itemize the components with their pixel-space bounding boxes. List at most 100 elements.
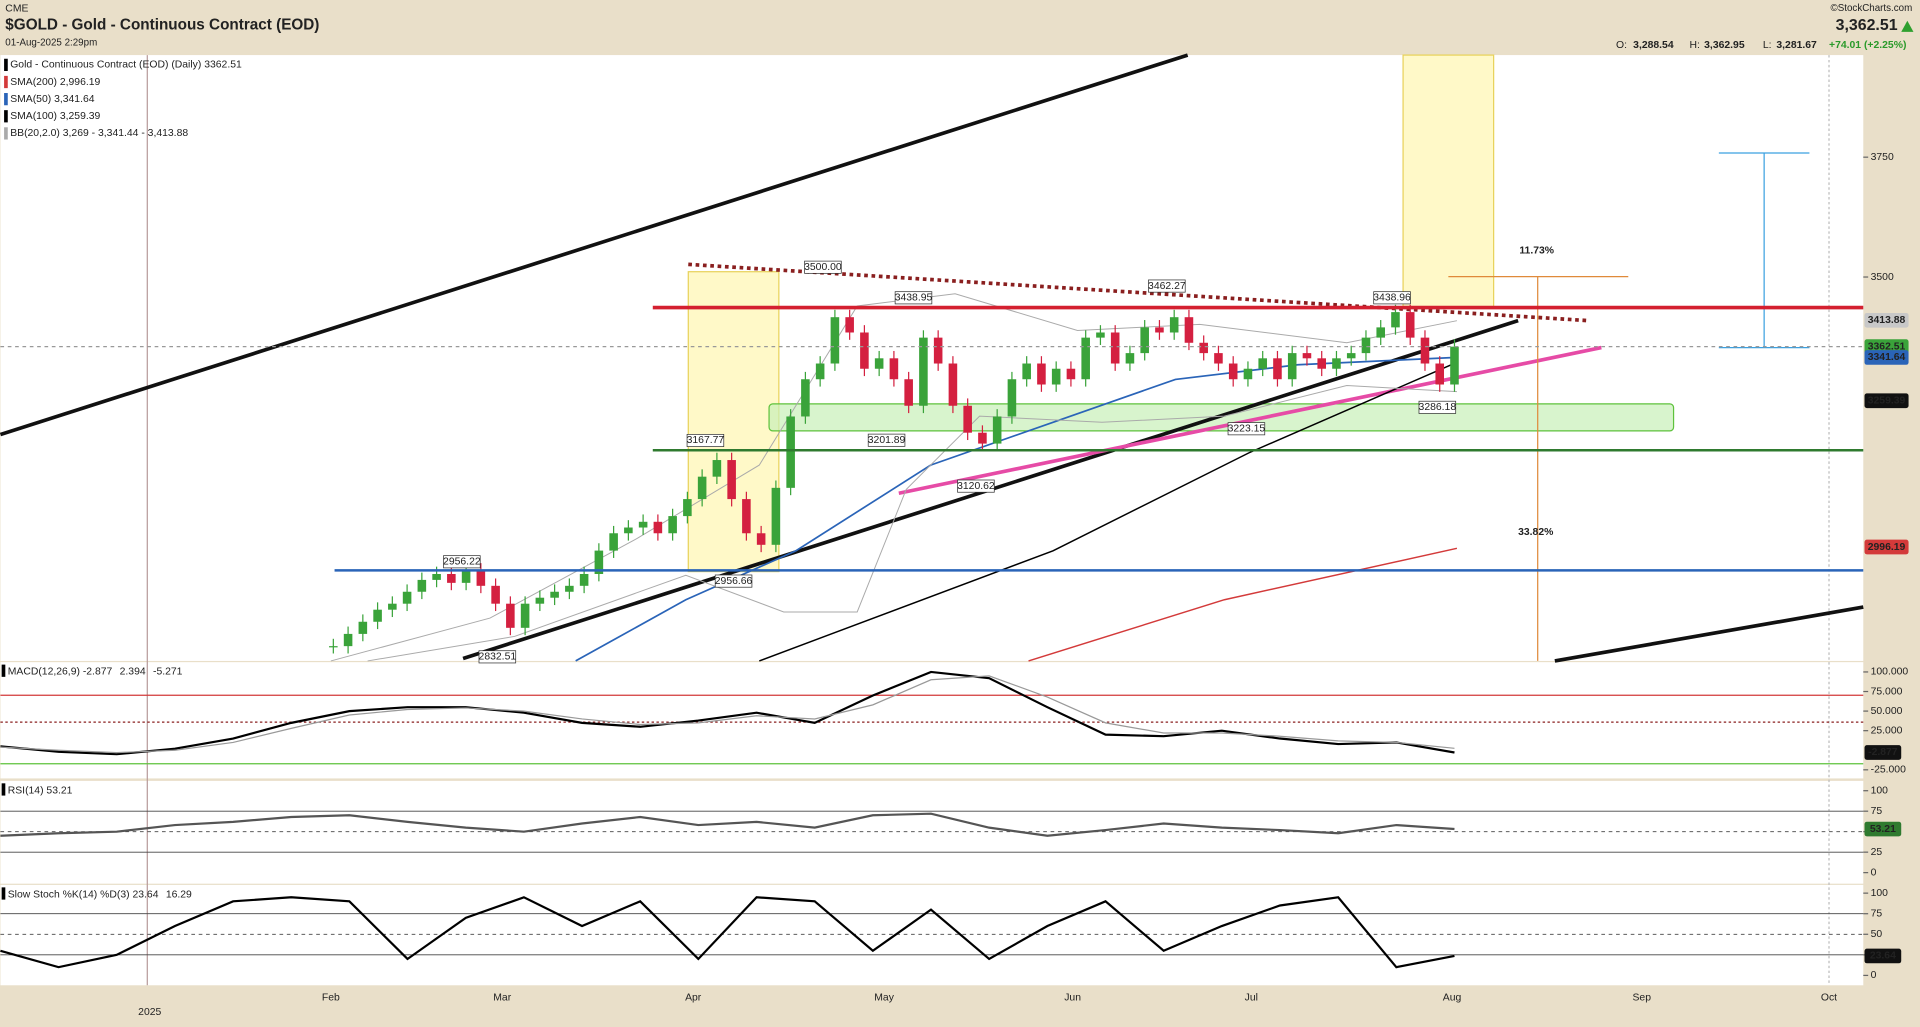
candle-body [1022, 363, 1031, 380]
indicator-line [0, 670, 1455, 756]
y-tick-label: 25 [1871, 847, 1883, 858]
price-label-box [1864, 312, 1909, 328]
annotation-label: 2956.22 [443, 557, 481, 568]
sma-100 [759, 361, 1458, 662]
candle-body [461, 570, 471, 583]
candle-body [594, 550, 604, 574]
indicator-line [0, 675, 1455, 754]
x-tick-label: Aug [1443, 992, 1462, 1003]
exchange: CME [5, 3, 28, 14]
rsi-panel [0, 780, 1864, 884]
y-tick-label: 100.000 [1871, 667, 1909, 678]
candle-body [432, 573, 441, 580]
candle-body [1317, 358, 1326, 369]
panel-title-box [1, 664, 6, 677]
legend-swatch [4, 75, 8, 89]
candle-body [373, 609, 382, 622]
candle-body [992, 416, 1002, 444]
ohlc-value: 3,288.54 [1633, 40, 1674, 51]
candle-body [1287, 353, 1297, 380]
highlight-box [687, 271, 780, 573]
x-tick-label: Oct [1821, 992, 1837, 1003]
panel-title: MACD(12,26,9) -2.877 [8, 667, 113, 678]
price-label: 3413.88 [1868, 315, 1906, 326]
x-tick-label: May [874, 992, 894, 1003]
candle-body [830, 317, 840, 364]
candle-body [1243, 368, 1253, 380]
candle-body [963, 405, 972, 433]
candle-body [1228, 363, 1238, 380]
candle-body [948, 363, 958, 406]
candle-body [683, 499, 692, 517]
candle-body [1258, 358, 1267, 369]
candle-body [1435, 363, 1445, 385]
price-label: 3259.39 [1868, 395, 1906, 406]
candle-body [727, 460, 736, 500]
candle-body [1376, 327, 1386, 338]
macd-panel [0, 662, 1864, 779]
panel-value: 2.394 [120, 667, 146, 678]
y-tick-label: 100 [1871, 888, 1889, 899]
candle-body [447, 573, 456, 583]
x-tick-label: 2025 [138, 1007, 161, 1018]
candle-body [742, 499, 751, 534]
value-label-box [1864, 821, 1902, 837]
candle-body [506, 603, 515, 628]
candle-body [653, 521, 663, 534]
annotation-label: 3167.77 [687, 435, 725, 446]
candle-body [1140, 327, 1149, 354]
annotation-box [478, 650, 517, 664]
y-tick-label: 0 [1871, 970, 1877, 981]
legend-entry: SMA(200) 2,996.19 [10, 77, 100, 88]
panel-value: -5.271 [153, 667, 183, 678]
trend-line [1554, 605, 1864, 663]
annotation-label: 3120.62 [957, 481, 995, 492]
plot: 2025 Feb Mar Apr May Jun Jul Aug Sep Oct 3500 3750 3… [0, 58, 1909, 1018]
last-price: 3,362.51 [1836, 17, 1898, 34]
price-label-box [1864, 393, 1909, 409]
y-tick-label: 50.000 [1871, 706, 1903, 717]
candle-body [343, 633, 353, 647]
resistance-line [688, 262, 1590, 323]
x-tick-label: Jun [1064, 992, 1081, 1003]
candle-body [624, 527, 633, 534]
annotation-box [957, 479, 995, 493]
value-label: 23.64 [1870, 951, 1896, 962]
y-tick-label: 75.000 [1871, 686, 1903, 697]
legend-swatch [4, 93, 8, 106]
annotation-label: 3438.95 [895, 293, 933, 304]
y-tick-label: 3750 [1871, 152, 1894, 163]
x-tick-label: Feb [322, 992, 340, 1003]
y-tick-label: 75 [1871, 908, 1883, 919]
y-tick-label: -25.000 [1871, 765, 1906, 776]
annotation-box [1418, 400, 1457, 414]
y-tick-label: 25.000 [1871, 725, 1903, 736]
candle-body [388, 603, 397, 610]
panel-title: Slow Stoch %K(14) %D(3) 23.64 [8, 889, 159, 900]
x-tick-label: Apr [685, 992, 702, 1003]
legend-entry: SMA(50) 3,341.64 [10, 94, 95, 105]
candle-body [491, 585, 500, 604]
panel-title-box [1, 783, 6, 796]
candle-body [550, 591, 559, 598]
ohlc-key: O: [1616, 40, 1627, 51]
candle-body [756, 533, 766, 545]
annotation-box [804, 260, 842, 274]
candle-body [1332, 358, 1341, 369]
annotation-box [894, 291, 933, 305]
candle-body [801, 379, 810, 417]
ohlc-value: 3,281.67 [1776, 40, 1817, 51]
y-tick-label: 100 [1871, 785, 1889, 796]
datetime: 01-Aug-2025 2:29pm [5, 37, 97, 48]
candle-body [1361, 337, 1371, 354]
candle-body [417, 579, 427, 592]
title: $GOLD - Gold - Continuous Contract (EOD) [5, 17, 319, 34]
candle-body [535, 597, 545, 604]
candle-body [476, 570, 486, 586]
candle-body [1155, 327, 1164, 333]
candle-body [609, 533, 618, 551]
candle-body [1066, 368, 1076, 380]
panel-title-box [1, 887, 6, 900]
price-label: 3362.51 [1868, 341, 1906, 352]
